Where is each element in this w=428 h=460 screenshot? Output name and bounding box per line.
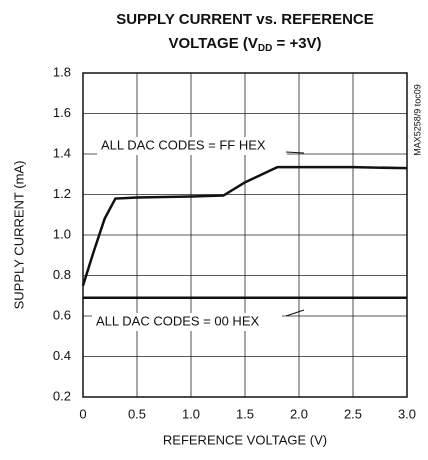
x-axis-label: REFERENCE VOLTAGE (V) <box>163 432 327 447</box>
y-tick-label: 1.6 <box>53 105 71 120</box>
plot-frame <box>82 72 408 398</box>
x-tick-label: 1.5 <box>236 406 254 421</box>
leader-line <box>285 151 305 154</box>
y-tick-label: 1.2 <box>53 186 71 201</box>
y-tick-label: 1.8 <box>53 64 71 79</box>
y-tick-label: 1.0 <box>53 226 71 241</box>
title-part: = +3V) <box>272 35 321 52</box>
y-tick-label: 0.6 <box>53 307 71 322</box>
x-tick-label: 2.0 <box>290 406 308 421</box>
x-tick-label: 0.5 <box>128 406 146 421</box>
chart-title: SUPPLY CURRENT vs. REFERENCE <box>116 11 374 28</box>
x-tick-label: 3.0 <box>398 406 416 421</box>
title-subscript: DD <box>258 43 272 54</box>
y-tick-label: 0.4 <box>53 348 71 363</box>
x-tick-label: 0 <box>79 406 86 421</box>
y-tick-label: 0.8 <box>53 267 71 282</box>
y-axis-label: SUPPLY CURRENT (mA) <box>11 161 26 310</box>
annotation-bg <box>92 313 282 331</box>
x-tick-label: 1.0 <box>182 406 200 421</box>
leader-line <box>285 309 305 317</box>
side-note: MAX5258/9 toc09 <box>412 84 422 156</box>
y-tick-label: 1.4 <box>53 145 71 160</box>
annotation: ALL DAC CODES = 00 HEX <box>96 313 259 328</box>
series-line <box>81 165 408 286</box>
annotation: ALL DAC CODES = FF HEX <box>101 137 266 152</box>
title-part: VOLTAGE (V <box>168 35 257 52</box>
x-tick-label: 2.5 <box>344 406 362 421</box>
annotation-bg <box>97 137 287 155</box>
y-tick-label: 0.2 <box>53 388 71 403</box>
chart-title: VOLTAGE (VDD = +3V) <box>168 35 321 54</box>
